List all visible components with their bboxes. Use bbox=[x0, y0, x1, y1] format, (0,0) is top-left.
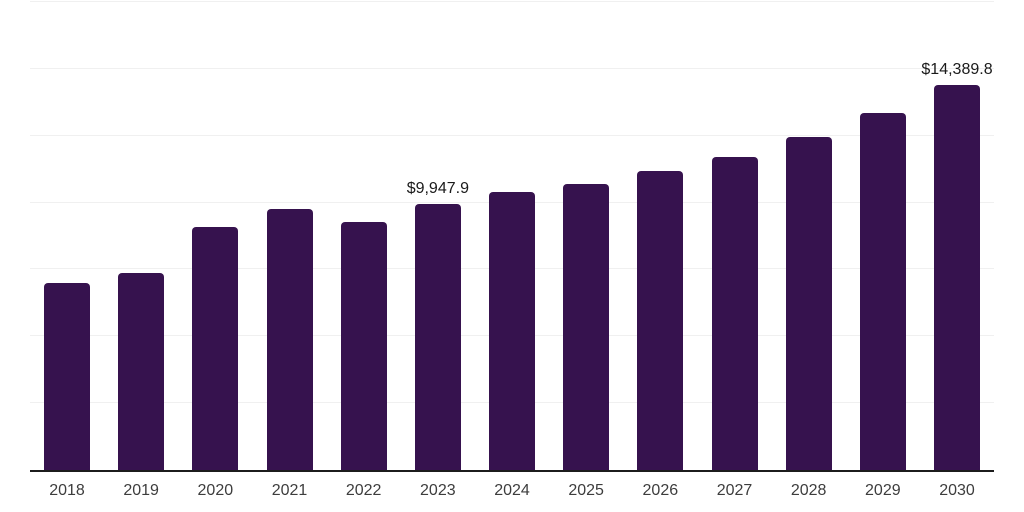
x-tick-label-2018: 2018 bbox=[49, 482, 85, 499]
bar-2024[interactable] bbox=[489, 192, 535, 470]
bar-2023[interactable] bbox=[414, 203, 461, 470]
bar-2025[interactable] bbox=[563, 184, 610, 470]
x-tick-label-2028: 2028 bbox=[790, 482, 827, 499]
bar-2028[interactable] bbox=[785, 137, 832, 470]
gridline bbox=[30, 134, 994, 136]
x-tick-label-2020: 2020 bbox=[197, 482, 234, 499]
x-tick-label-2021: 2021 bbox=[271, 482, 308, 499]
bar-2020[interactable] bbox=[192, 226, 239, 470]
plot-area: $9,947.9 $14,389.8 bbox=[30, 1, 994, 472]
gridline bbox=[30, 67, 994, 69]
bar-value-label-2030: $14,389.8 bbox=[921, 61, 993, 79]
bar-2026[interactable] bbox=[637, 171, 684, 470]
x-tick-label-2025: 2025 bbox=[568, 482, 604, 499]
x-tick-label-2027: 2027 bbox=[716, 482, 753, 499]
x-tick-label-2024: 2024 bbox=[494, 482, 530, 499]
bar-2018[interactable] bbox=[44, 283, 90, 470]
bar-2022[interactable] bbox=[340, 221, 387, 470]
x-tick-label-2030: 2030 bbox=[939, 482, 975, 499]
x-tick-label-2029: 2029 bbox=[865, 482, 901, 499]
bar-2027[interactable] bbox=[711, 156, 758, 470]
x-tick-label-2022: 2022 bbox=[345, 482, 382, 499]
bar-value-label-2023: $9,947.9 bbox=[406, 179, 469, 197]
bar-2030[interactable] bbox=[934, 85, 980, 470]
bar-2021[interactable] bbox=[266, 209, 313, 470]
x-tick-label-2023: 2023 bbox=[420, 482, 456, 499]
x-tick-label-2019: 2019 bbox=[123, 482, 159, 499]
bar-2019[interactable] bbox=[118, 273, 165, 470]
x-tick-label-2026: 2026 bbox=[642, 482, 679, 499]
bar-2029[interactable] bbox=[859, 112, 906, 470]
gridline bbox=[30, 1, 994, 2]
